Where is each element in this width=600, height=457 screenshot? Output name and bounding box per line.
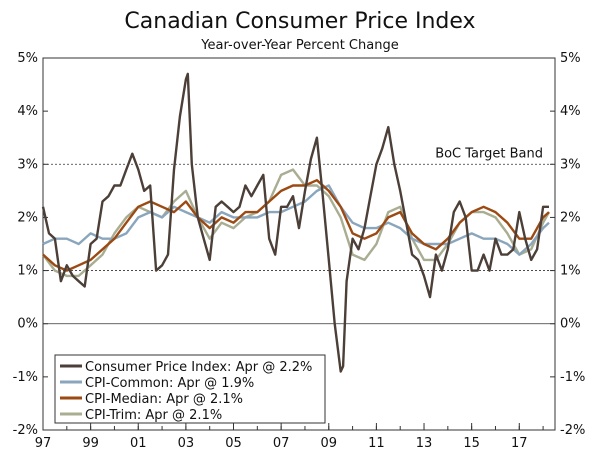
y-tick-label-right-7: 5% <box>560 51 581 66</box>
plot-area: BoC Target Band -2% -2% -1% -1% 0% 0% 1% 1% 2% 2% 3… <box>13 51 586 451</box>
x-tick-label-7: 11 <box>368 436 385 451</box>
x-tick-label-0: 97 <box>35 436 52 451</box>
x-tick-label-6: 09 <box>320 436 337 451</box>
legend-label-0: Consumer Price Index: Apr @ 2.2% <box>85 360 312 375</box>
y-tick-label-right-1: -1% <box>560 370 585 385</box>
chart-subtitle: Year-over-Year Percent Change <box>200 38 398 53</box>
x-tick-label-4: 05 <box>225 436 242 451</box>
y-tick-label-right-3: 1% <box>560 264 581 279</box>
x-tick-label-9: 15 <box>463 436 480 451</box>
legend-box <box>54 354 326 424</box>
y-tick-label-left-5: 3% <box>17 157 38 172</box>
y-tick-label-right-6: 4% <box>560 104 581 119</box>
y-tick-label-left-1: -1% <box>13 370 38 385</box>
x-tick-label-2: 01 <box>130 436 147 451</box>
legend-label-1: CPI-Common: Apr @ 1.9% <box>85 376 254 391</box>
x-tick-label-10: 17 <box>511 436 528 451</box>
legend-label-2: CPI-Median: Apr @ 2.1% <box>85 392 243 407</box>
x-tick-label-8: 13 <box>416 436 433 451</box>
y-tick-label-right-2: 0% <box>560 317 581 332</box>
y-tick-label-right-5: 3% <box>560 157 581 172</box>
y-tick-label-right-4: 2% <box>560 210 581 225</box>
y-tick-label-left-6: 4% <box>17 104 38 119</box>
x-tick-label-3: 03 <box>178 436 195 451</box>
y-tick-label-left-3: 1% <box>17 264 38 279</box>
y-tick-label-left-2: 0% <box>17 317 38 332</box>
x-tick-label-5: 07 <box>273 436 290 451</box>
legend-label-3: CPI-Trim: Apr @ 2.1% <box>85 408 222 423</box>
y-tick-label-left-7: 5% <box>17 51 38 66</box>
target-band-label: BoC Target Band <box>435 146 543 161</box>
y-tick-label-left-4: 2% <box>17 210 38 225</box>
chart-title: Canadian Consumer Price Index <box>124 9 475 34</box>
series-line-0 <box>41 72 549 373</box>
y-tick-label-right-0: -2% <box>560 423 585 438</box>
x-tick-label-1: 99 <box>82 436 99 451</box>
series-line-2 <box>42 179 550 272</box>
series-line-1 <box>42 184 550 256</box>
y-tick-label-left-0: -2% <box>13 423 38 438</box>
